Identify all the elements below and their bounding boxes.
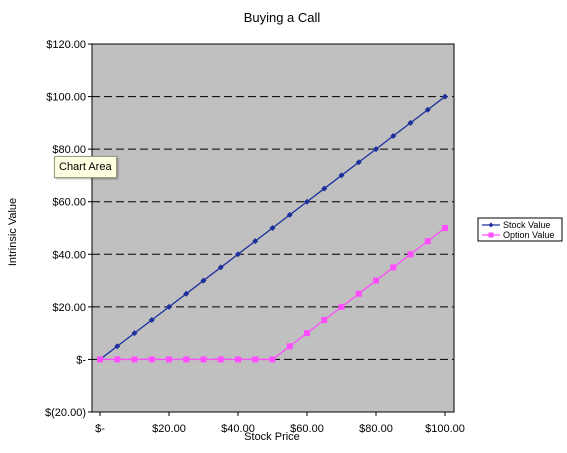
series[interactable] [97, 93, 448, 363]
data-point [407, 119, 414, 126]
data-point [252, 356, 259, 363]
legend-marker [488, 232, 494, 238]
data-point [269, 356, 276, 363]
x-axis-label: Stock Price [244, 431, 300, 443]
legend-label: Stock Value [503, 220, 550, 230]
data-point [407, 251, 414, 258]
data-point [373, 277, 379, 284]
data-point [355, 290, 362, 297]
chart-title: Buying a Call [244, 10, 321, 25]
data-point [217, 264, 224, 271]
chart-area-tooltip: Chart Area [54, 156, 117, 178]
data-point [390, 133, 397, 139]
data-point [114, 356, 121, 363]
data-point [200, 356, 207, 363]
x-tick-label: $100.00 [425, 423, 465, 435]
x-tick-label: $20.00 [152, 423, 186, 435]
data-point [286, 343, 293, 350]
y-tick-label: $40.00 [52, 249, 86, 261]
data-point [183, 290, 190, 297]
data-point [390, 264, 397, 271]
data-point [442, 93, 448, 100]
data-point [321, 317, 328, 323]
y-tick-label: $80.00 [52, 144, 86, 156]
legend-label: Option Value [503, 230, 554, 240]
data-point [97, 356, 103, 363]
x-axis-ticks: $- $20.00 $40.00 $60.00 $80.00 $100.00 [95, 412, 465, 435]
data-point [286, 211, 293, 218]
data-point [131, 330, 138, 337]
data-point [131, 356, 138, 363]
data-point [114, 343, 121, 350]
data-point [235, 251, 241, 258]
x-tick-label: $- [95, 423, 105, 435]
data-point [442, 225, 448, 231]
y-tick-label: $120.00 [46, 39, 86, 51]
data-point [321, 185, 328, 192]
data-point [269, 225, 276, 231]
data-point [424, 238, 431, 245]
x-tick-label: $80.00 [359, 423, 393, 435]
data-point [148, 317, 155, 323]
x-tick-label: $40.00 [221, 423, 255, 435]
legend-marker [488, 222, 494, 228]
data-point [338, 172, 345, 179]
data-point [166, 356, 172, 363]
series[interactable] [97, 225, 448, 363]
y-axis-label: Intrinsic Value [7, 198, 19, 266]
y-tick-label: $- [76, 354, 86, 366]
data-point [355, 159, 362, 166]
data-point [304, 198, 310, 205]
data-point [166, 303, 172, 310]
data-point [235, 356, 241, 363]
series-layer [97, 93, 448, 363]
y-tick-label: $(20.00) [45, 407, 86, 419]
data-point [252, 238, 259, 245]
data-point [373, 146, 379, 153]
data-point [424, 106, 431, 113]
y-tick-label: $20.00 [52, 302, 86, 314]
data-point [183, 356, 190, 363]
y-tick-label: $100.00 [46, 92, 86, 104]
y-tick-label: $60.00 [52, 197, 86, 209]
data-point [338, 303, 345, 310]
data-point [217, 356, 224, 363]
data-point [304, 330, 310, 337]
data-point [148, 356, 155, 363]
y-axis-ticks: $(20.00) $- $20.00 $40.00 $60.00 $80.00 $100.0… [45, 39, 92, 419]
data-point [200, 277, 207, 284]
x-tick-label: $60.00 [290, 423, 324, 435]
